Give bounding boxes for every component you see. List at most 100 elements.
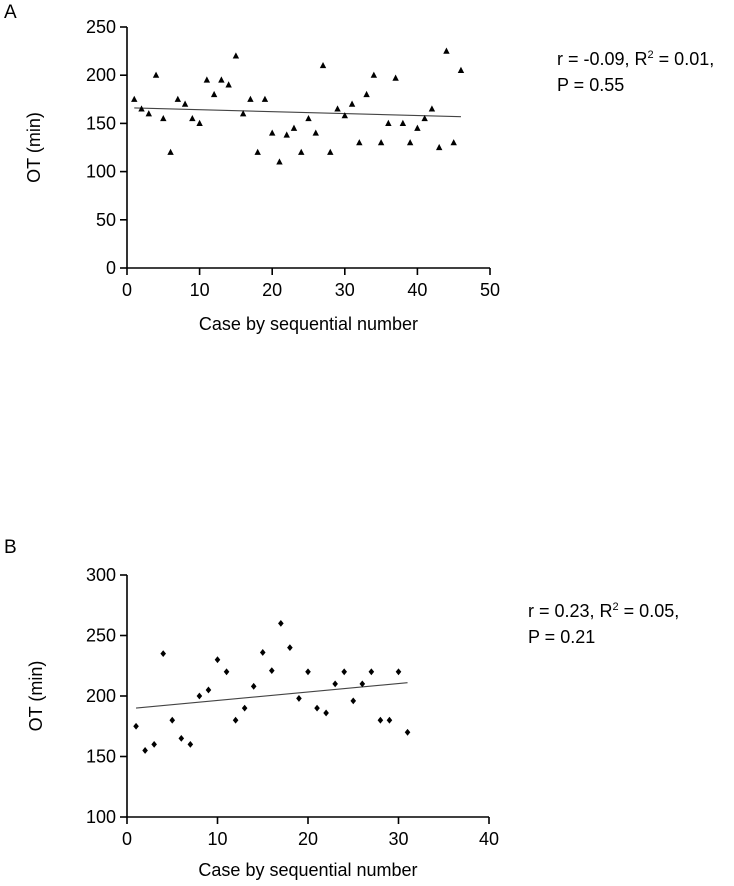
data-point-triangle — [319, 61, 327, 69]
data-point-triangle — [406, 139, 414, 146]
data-point-diamond — [287, 644, 293, 651]
data-point-diamond — [133, 722, 139, 730]
data-point-triangle — [377, 139, 385, 146]
stats-text: r = -0.09, R — [557, 49, 648, 69]
data-point-diamond — [223, 668, 230, 676]
chart-panel-b: 100 150 200 250 300 0 10 20 30 40 Case by sequenti… — [26, 565, 499, 880]
y-tick-label: 100 — [86, 807, 116, 827]
y-tick-label: 100 — [86, 162, 116, 182]
data-point-diamond — [395, 668, 402, 676]
data-point-triangle — [327, 148, 334, 155]
data-point-diamond — [377, 716, 384, 724]
data-point-triangle — [131, 95, 138, 102]
chart-panel-a: 0 50 100 150 200 250 0 10 20 30 40 50 Case by sequen… — [24, 17, 500, 334]
regression-line — [134, 107, 461, 118]
data-point-triangle — [174, 95, 182, 102]
y-tick-label: 250 — [86, 626, 116, 646]
data-point-triangle — [181, 100, 189, 107]
data-point-triangle — [247, 95, 254, 102]
data-point-triangle — [363, 90, 370, 98]
data-point-diamond — [278, 620, 284, 627]
x-tick-label: 0 — [122, 280, 132, 300]
data-point-triangle — [298, 148, 305, 155]
y-tick-label: 0 — [106, 258, 116, 278]
stats-line-2: P = 0.21 — [528, 627, 596, 647]
data-point-triangle — [167, 148, 174, 155]
data-point-diamond — [305, 668, 311, 676]
data-point-diamond — [214, 656, 221, 664]
data-point-diamond — [160, 650, 166, 658]
y-tick-label: 200 — [86, 686, 116, 706]
data-point-triangle — [414, 124, 421, 131]
x-axis-title: Case by sequential number — [199, 314, 418, 334]
stats-superscript: 2 — [647, 49, 654, 61]
data-point-triangle — [457, 66, 465, 73]
data-point-diamond — [196, 692, 203, 700]
stats-text: = 0.05, — [618, 601, 680, 621]
x-tick-label: 0 — [122, 829, 132, 849]
data-point-diamond — [241, 704, 248, 712]
panel-label-a: A — [4, 2, 17, 23]
stats-line-2: P = 0.55 — [557, 75, 625, 95]
data-point-triangle — [435, 143, 443, 151]
data-point-triangle — [385, 119, 392, 126]
stats-annotation-a: r = -0.09, R2 = 0.01, P = 0.55 — [557, 42, 714, 98]
data-point-triangle — [138, 105, 145, 112]
data-point-triangle — [160, 114, 167, 122]
data-point-triangle — [196, 119, 203, 126]
data-point-triangle — [341, 112, 348, 119]
y-tick-label: 300 — [86, 565, 116, 585]
stats-annotation-b: r = 0.23, R2 = 0.05, P = 0.21 — [528, 594, 679, 650]
data-point-diamond — [142, 747, 148, 754]
x-tick-label: 10 — [207, 829, 227, 849]
stats-text: = 0.01, — [653, 49, 715, 69]
data-point-triangle — [392, 74, 399, 81]
data-point-diamond — [341, 668, 347, 676]
data-point-triangle — [232, 52, 240, 59]
data-point-diamond — [350, 697, 357, 705]
data-point-diamond — [368, 668, 375, 676]
data-point-triangle — [399, 119, 407, 126]
data-point-triangle — [356, 139, 363, 146]
data-point-triangle — [225, 81, 232, 88]
data-point-diamond — [296, 695, 302, 702]
y-tick-label: 50 — [96, 210, 116, 230]
data-point-triangle — [334, 105, 341, 112]
data-point-triangle — [305, 114, 312, 122]
data-point-triangle — [210, 90, 218, 98]
data-point-triangle — [269, 129, 276, 136]
data-point-diamond — [332, 680, 338, 688]
data-point-triangle — [145, 110, 152, 117]
x-tick-label: 40 — [479, 829, 499, 849]
x-tick-label: 30 — [388, 829, 408, 849]
y-tick-label: 150 — [86, 747, 116, 767]
stats-text: r = 0.23, R — [528, 601, 613, 621]
y-tick-label: 250 — [86, 17, 116, 37]
data-point-diamond — [404, 728, 411, 736]
data-point-triangle — [443, 47, 450, 54]
data-point-diamond — [169, 716, 176, 724]
data-point-diamond — [314, 704, 320, 712]
data-point-triangle — [152, 71, 160, 78]
data-point-diamond — [151, 741, 157, 748]
data-point-diamond — [232, 716, 239, 724]
stats-line-1: r = 0.23, R2 = 0.05, — [528, 594, 679, 624]
y-axis-title: OT (min) — [26, 661, 46, 732]
data-point-triangle — [261, 95, 269, 102]
stats-line-1: r = -0.09, R2 = 0.01, — [557, 42, 714, 72]
data-point-triangle — [239, 110, 247, 117]
data-point-diamond — [323, 709, 329, 717]
data-point-triangle — [348, 100, 356, 107]
data-point-diamond — [259, 649, 266, 656]
data-point-diamond — [250, 682, 257, 690]
data-point-triangle — [290, 124, 298, 131]
data-point-triangle — [312, 129, 319, 136]
x-tick-label: 50 — [480, 280, 500, 300]
regression-line — [135, 682, 408, 709]
data-point-triangle — [283, 131, 290, 138]
data-point-diamond — [386, 716, 393, 724]
data-point-triangle — [276, 158, 283, 165]
data-point-triangle — [189, 114, 196, 122]
data-point-triangle — [370, 71, 378, 78]
